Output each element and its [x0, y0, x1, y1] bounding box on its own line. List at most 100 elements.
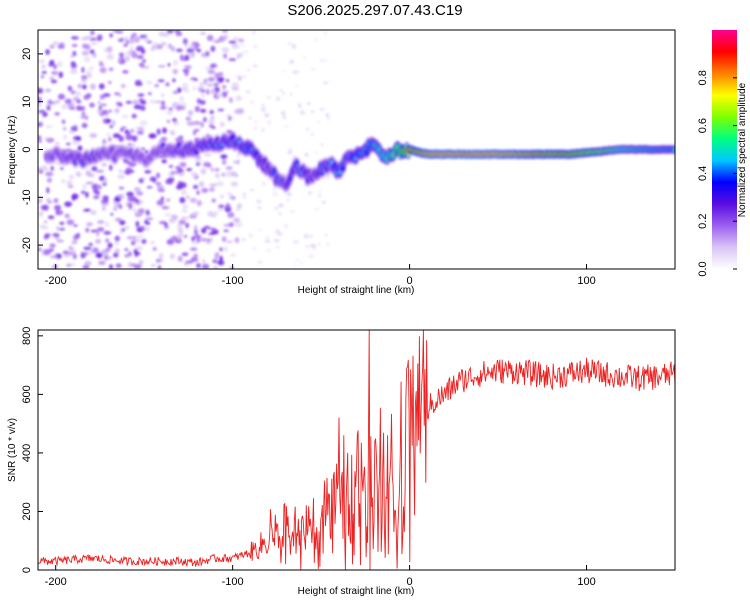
- speckle-blob: [166, 30, 174, 34]
- speckle-blob: [208, 227, 217, 231]
- speckle-blob: [193, 225, 198, 231]
- speckle-blob: [166, 111, 174, 115]
- speckle-blob: [319, 108, 325, 111]
- speckle-blob: [125, 167, 133, 174]
- speckle-blob: [213, 211, 219, 216]
- speckle-blob: [187, 110, 194, 116]
- speckle-blob: [221, 92, 228, 98]
- speckle-blob: [154, 100, 163, 104]
- speckle-blob: [66, 251, 74, 255]
- speckle-blob: [86, 222, 94, 227]
- speckle-blob: [38, 139, 42, 143]
- speckle-blob: [323, 81, 329, 84]
- speckle-blob: [40, 165, 48, 171]
- speckle-blob: [305, 152, 309, 157]
- speckle-blob: [120, 127, 124, 132]
- speckle-blob: [125, 133, 133, 141]
- x-tick-label: 0: [407, 275, 413, 287]
- speckle-blob: [214, 172, 220, 179]
- speckle-blob: [126, 191, 134, 197]
- speckle-blob: [325, 113, 329, 118]
- speckle-blob: [90, 209, 97, 215]
- speckle-blob: [208, 232, 216, 235]
- speckle-blob: [186, 168, 193, 172]
- speckle-blob: [168, 164, 174, 168]
- speckle-blob: [191, 241, 200, 245]
- speckle-blob: [241, 75, 247, 79]
- speckle-blob: [254, 126, 257, 130]
- speckle-blob: [85, 170, 92, 177]
- speckle-blob: [292, 44, 296, 49]
- speckle-blob: [148, 133, 157, 139]
- speckle-blob: [175, 31, 183, 37]
- speckle-blob: [113, 200, 117, 207]
- speckle-blob: [226, 240, 233, 244]
- y-tick-label: 600: [21, 385, 33, 403]
- speckle-blob: [282, 69, 286, 73]
- speckle-blob: [126, 236, 134, 240]
- speckle-blob: [169, 253, 175, 260]
- speckle-blob: [190, 247, 198, 251]
- speckle-blob: [248, 233, 253, 238]
- speckle-blob: [130, 128, 135, 133]
- speckle-blob: [210, 167, 214, 172]
- speckle-blob: [108, 109, 113, 113]
- speckle-blob: [110, 213, 114, 216]
- speckle-blob: [225, 166, 233, 170]
- colorbar-label: Normalized spectral amplitude: [737, 82, 748, 217]
- speckle-blob: [43, 235, 48, 240]
- speckle-blob: [168, 107, 174, 111]
- speckle-blob: [275, 96, 281, 102]
- speckle-blob: [115, 263, 122, 269]
- speckle-blob: [214, 168, 220, 172]
- speckle-blob: [107, 242, 113, 249]
- speckle-blob: [96, 184, 103, 190]
- speckle-blob: [89, 49, 95, 55]
- speckle-blob: [181, 162, 187, 168]
- speckle-blob: [179, 98, 184, 103]
- speckle-blob: [170, 46, 176, 52]
- speckle-blob: [47, 215, 55, 220]
- speckle-blob: [73, 224, 78, 227]
- speckle-blob: [233, 217, 240, 223]
- speckle-blob: [309, 234, 314, 238]
- speckle-blob: [41, 111, 48, 118]
- speckle-blob: [53, 63, 57, 70]
- speckle-blob: [105, 118, 112, 123]
- speckle-blob: [190, 199, 197, 202]
- speckle-blob: [111, 119, 116, 126]
- speckle-blob: [158, 252, 164, 260]
- x-tick-label: 100: [577, 576, 595, 588]
- speckle-blob: [108, 164, 113, 171]
- colorbar: 0.0 0.2 0.4 0.6 0.8 Normalized spectral ampl…: [697, 30, 748, 277]
- speckle-blob: [137, 208, 146, 214]
- speckle-blob: [305, 127, 310, 131]
- figure-title: S206.2025.297.07.43.C19: [287, 2, 463, 19]
- speckle-blob: [179, 55, 186, 62]
- speckle-blob: [207, 69, 216, 74]
- speckle-blob: [266, 96, 272, 99]
- speckle-blob: [213, 83, 219, 86]
- speckle-blob: [226, 192, 232, 196]
- speckle-blob: [257, 260, 263, 264]
- speckle-blob: [290, 59, 293, 65]
- speckle-blob: [123, 43, 128, 47]
- speckle-blob: [237, 108, 245, 114]
- speckle-blob: [94, 190, 101, 196]
- speckle-blob: [83, 208, 92, 212]
- speckle-blob: [70, 68, 78, 74]
- speckle-blob: [105, 238, 110, 243]
- speckle-blob: [127, 195, 136, 202]
- speckle-blob: [46, 187, 50, 194]
- speckle-blob: [40, 75, 44, 79]
- speckle-blob: [97, 220, 105, 224]
- speckle-blob: [156, 199, 165, 206]
- speckle-blob: [185, 223, 189, 229]
- speckle-blob: [90, 30, 95, 36]
- speckle-blob: [149, 99, 156, 104]
- speckle-blob: [128, 203, 133, 210]
- speckle-blob: [159, 220, 167, 225]
- speckle-blob: [155, 258, 163, 263]
- speckle-blob: [59, 167, 64, 170]
- speckle-blob: [192, 211, 200, 216]
